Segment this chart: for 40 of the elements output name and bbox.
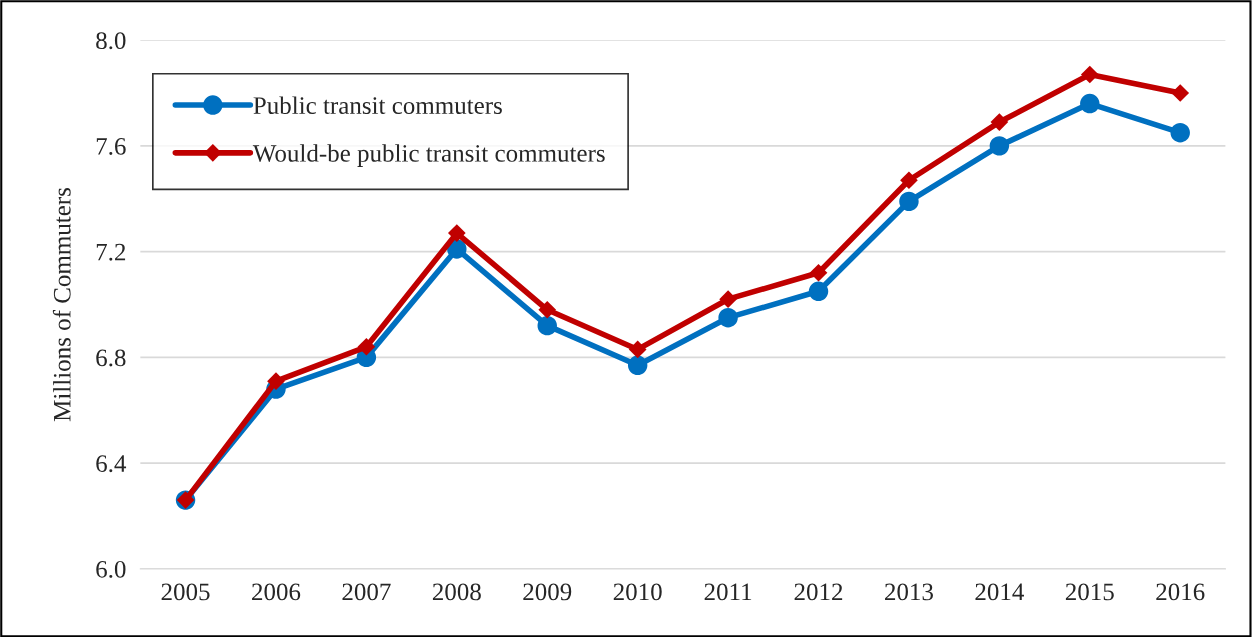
- y-axis-title: Millions of Commuters: [52, 188, 71, 422]
- point: [718, 307, 738, 328]
- y-tick-label: 7.2: [96, 243, 126, 261]
- x-tick-label: 2013: [885, 583, 933, 601]
- x-tick-label: 2005: [161, 583, 210, 601]
- y-tick-label: 6.4: [96, 455, 127, 473]
- x-tick-label: 2014: [975, 583, 1024, 601]
- point: [990, 113, 1009, 131]
- point: [1080, 93, 1100, 114]
- point: [447, 224, 466, 242]
- point: [900, 171, 918, 190]
- legend-label: Would-be public transit commuters: [252, 144, 605, 167]
- x-tick-label: 2007: [342, 583, 391, 601]
- x-tick-label: 2015: [1065, 583, 1114, 601]
- y-tick-label: 7.6: [96, 137, 126, 155]
- point: [1080, 65, 1099, 84]
- point: [808, 281, 829, 301]
- point: [719, 290, 737, 309]
- point: [899, 191, 919, 212]
- point: [537, 315, 557, 336]
- x-tick-label: 2006: [252, 583, 301, 601]
- x-tick-label: 2009: [523, 583, 572, 601]
- point: [627, 355, 648, 376]
- x-tick-label: 2012: [794, 583, 843, 601]
- point: [267, 372, 285, 390]
- x-tick-label: 2016: [1156, 583, 1205, 601]
- y-tick-label: 6.0: [96, 560, 126, 578]
- point: [989, 136, 1010, 156]
- x-tick-label: 2010: [613, 583, 662, 601]
- y-tick-label: 6.8: [96, 349, 126, 367]
- point: [628, 340, 647, 359]
- y-tick-label: 8.0: [96, 32, 126, 50]
- point: [357, 337, 376, 356]
- x-tick-label: 2011: [704, 583, 752, 601]
- point: [538, 300, 557, 319]
- point: [809, 263, 828, 282]
- x-tick-label: 2008: [432, 583, 481, 601]
- point: [1170, 122, 1190, 143]
- point: [1171, 84, 1190, 102]
- legend-label: Public transit commuters: [253, 96, 502, 115]
